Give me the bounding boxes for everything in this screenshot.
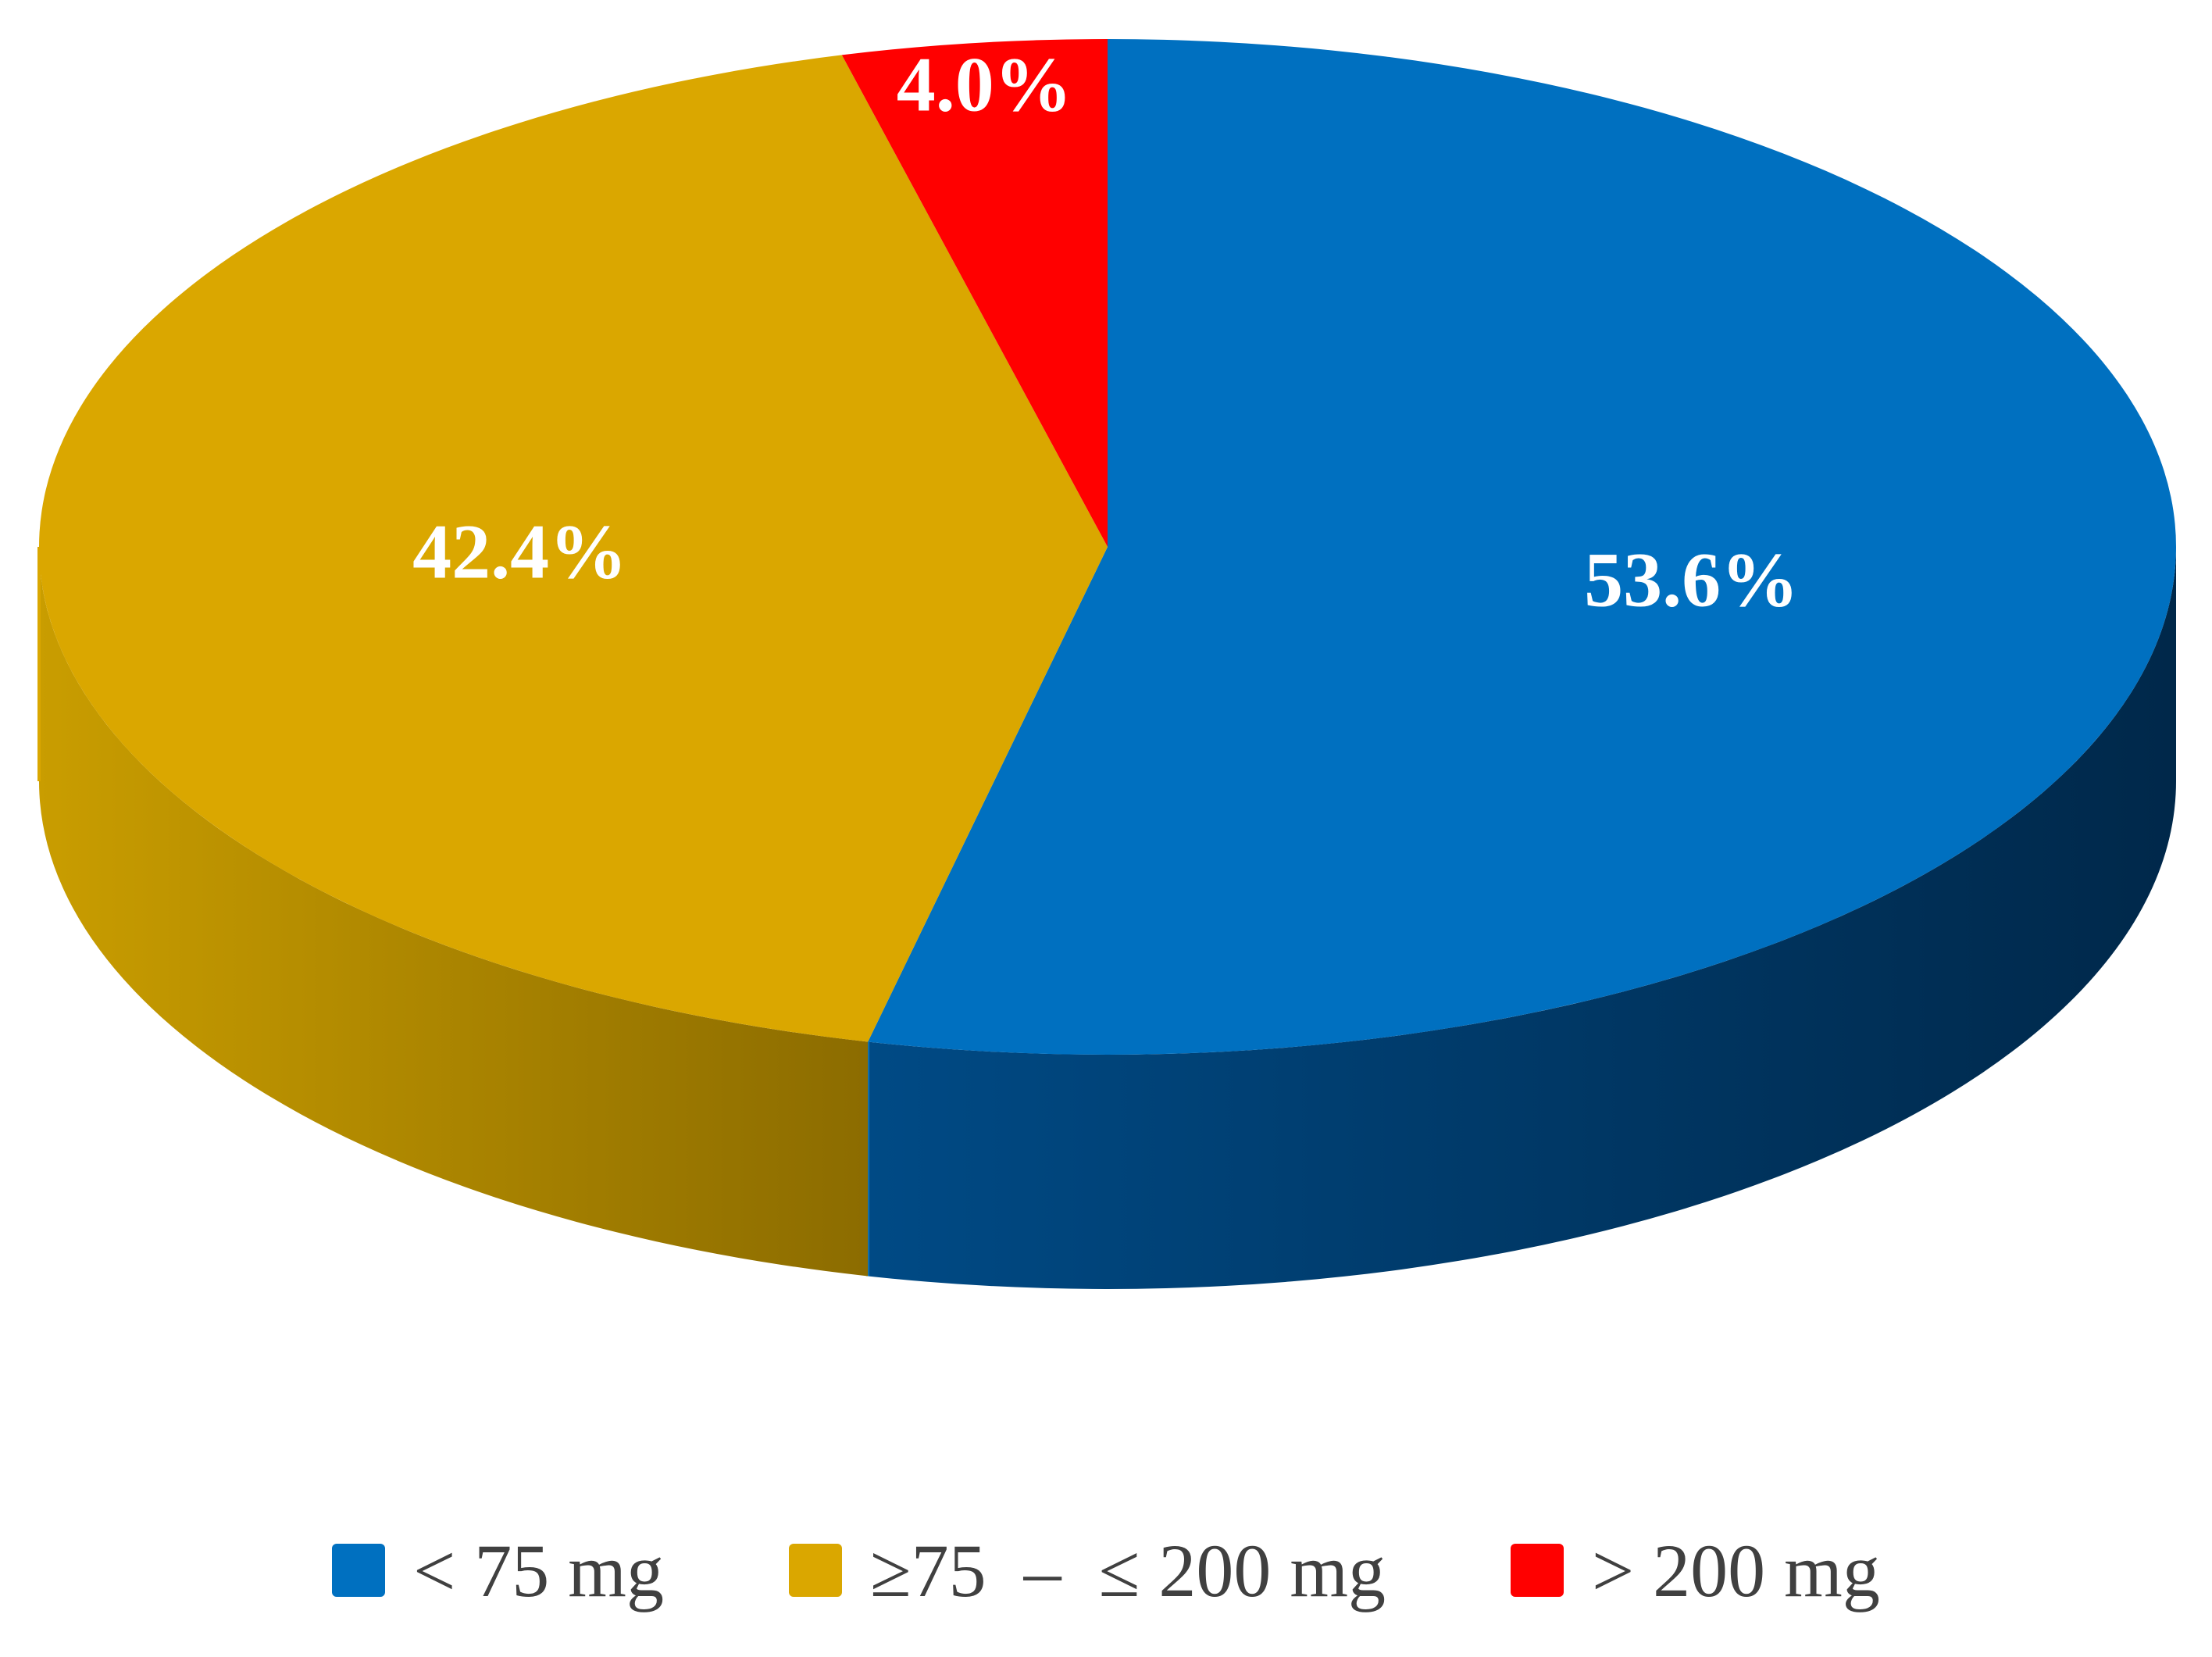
data-label-3: 4.0% xyxy=(897,41,1072,128)
legend-label-3: > 200 mg xyxy=(1592,1528,1880,1612)
legend-swatch-2 xyxy=(788,1544,842,1597)
pie-chart: 53.6% 42.4% 4.0% xyxy=(37,39,2176,1290)
legend-label-2: ≥75 – ≤ 200 mg xyxy=(869,1528,1386,1612)
pie-side-walls xyxy=(37,547,2176,1290)
pie-slice-1 xyxy=(868,39,2176,1055)
data-label-2: 42.4% xyxy=(412,508,627,595)
data-label-1: 53.6% xyxy=(1584,536,1799,623)
pie-slice-3 xyxy=(841,39,1108,547)
legend-label-1: < 75 mg xyxy=(413,1528,664,1612)
pie-side-2 xyxy=(39,547,869,1277)
legend: < 75 mg ≥75 – ≤ 200 mg > 200 mg xyxy=(0,1516,2212,1625)
pie-top-faces xyxy=(38,39,2176,1055)
legend-swatch-3 xyxy=(1511,1544,1564,1597)
pie-data-labels: 53.6% 42.4% 4.0% xyxy=(412,41,1799,623)
legend-swatch-1 xyxy=(332,1544,386,1597)
legend-item-2: ≥75 – ≤ 200 mg xyxy=(788,1527,1386,1614)
legend-item-1: < 75 mg xyxy=(332,1527,664,1614)
pie-slice-2 xyxy=(38,55,1108,1042)
legend-item-3: > 200 mg xyxy=(1511,1527,1880,1614)
pie-side-1 xyxy=(868,547,2176,1290)
